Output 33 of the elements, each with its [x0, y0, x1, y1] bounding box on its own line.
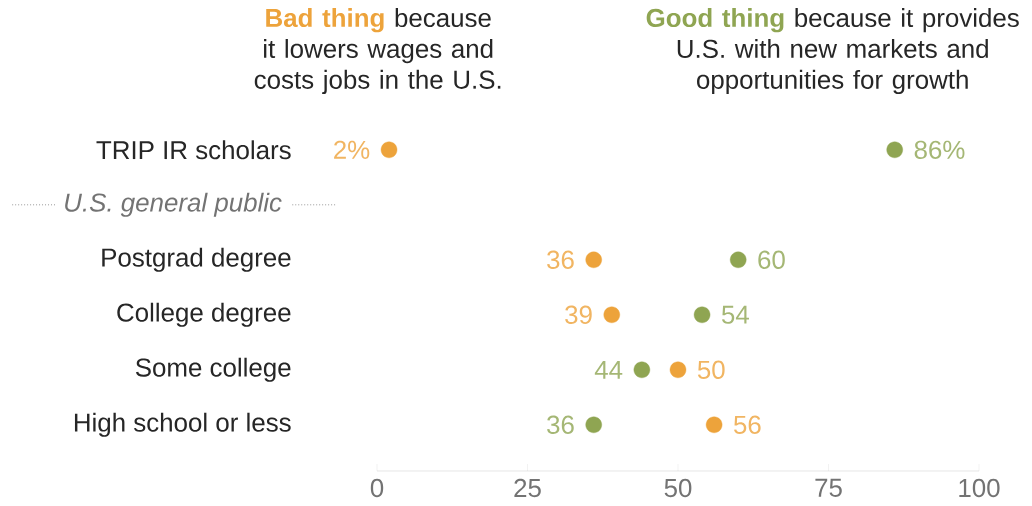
- y-tick-label: College degree: [117, 302, 291, 327]
- point: [730, 251, 747, 269]
- point: [693, 306, 711, 324]
- data-label: 36: [547, 250, 574, 270]
- y-tick-label: Postgrad degree: [102, 247, 291, 272]
- x-tick-label: 75: [815, 478, 842, 497]
- data-label: 44: [594, 360, 623, 379]
- text: U.S. general public: [65, 192, 282, 217]
- data-label: 2%: [334, 140, 370, 160]
- point: [380, 141, 398, 159]
- data-label: 36: [547, 415, 574, 435]
- point: [705, 416, 723, 434]
- y-tick-label: High school or less: [74, 412, 291, 437]
- point: [633, 361, 651, 379]
- text: Bad thing because it lowers wages and costs jobs in the U.S.: [254, 8, 501, 95]
- x-tick-label: 25: [514, 478, 541, 498]
- data-label: 56: [733, 415, 761, 435]
- point: [886, 141, 903, 159]
- point: [585, 251, 602, 269]
- data-label: 39: [565, 305, 592, 325]
- point: [585, 416, 602, 434]
- y-tick-label: Some college: [135, 357, 291, 382]
- y-tick-label: TRIP IR scholars: [96, 140, 291, 160]
- data-label: 50: [697, 360, 725, 380]
- x-tick-label: 100: [959, 478, 1000, 498]
- point: [669, 361, 687, 379]
- x-tick-label: 0: [370, 478, 384, 498]
- x-tick-label: 50: [664, 478, 692, 498]
- text: Good thing because it provides U.S. with new markets and opportunities for growth: [646, 8, 1019, 95]
- data-label: 54: [721, 305, 749, 324]
- data-label: 60: [758, 250, 785, 270]
- point: [603, 306, 620, 324]
- data-label: 86%: [914, 140, 965, 160]
